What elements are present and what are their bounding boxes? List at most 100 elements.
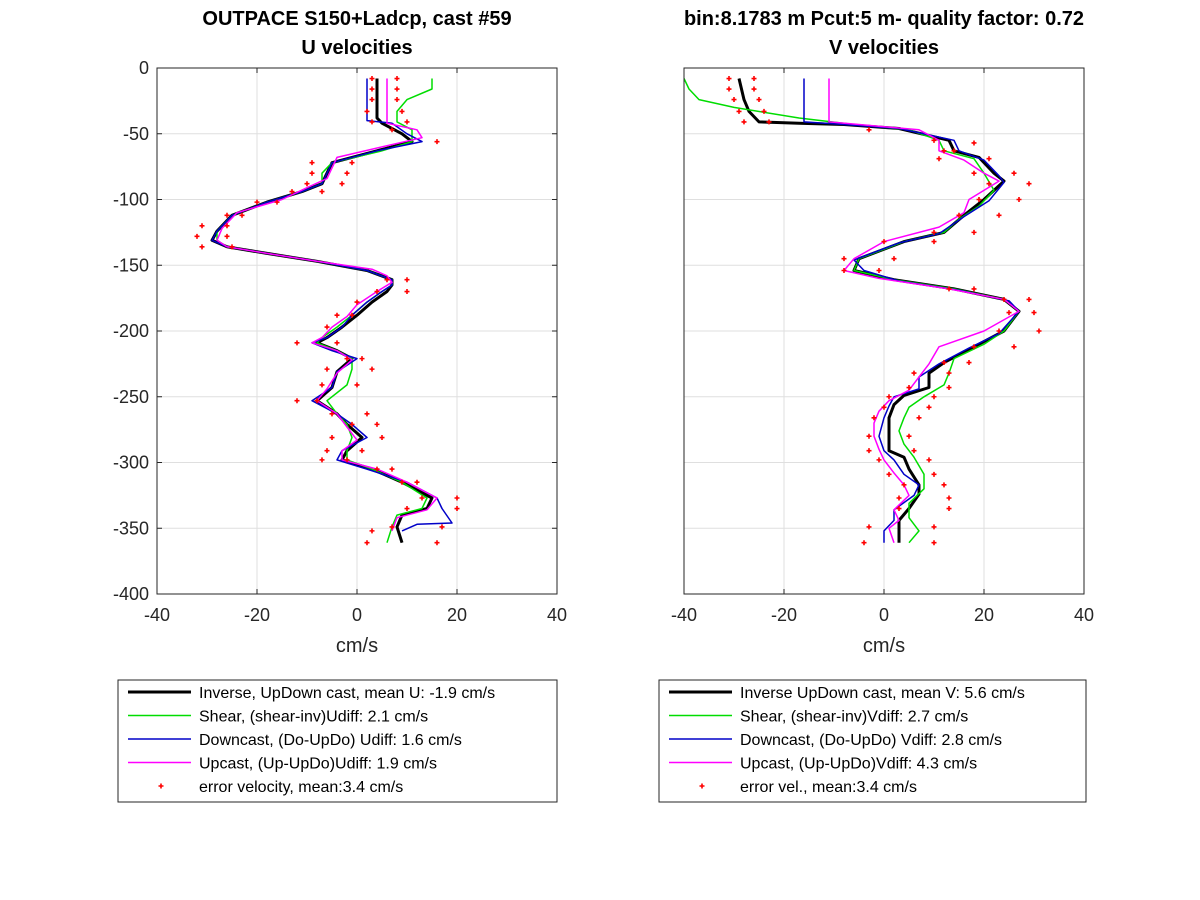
u-error-marker-61 bbox=[414, 479, 420, 485]
u-velocities-panel: OUTPACE S150+Ladcp, cast #59 U velocitie… bbox=[113, 8, 567, 803]
v-error-marker-8 bbox=[741, 119, 747, 125]
u-error-marker-33 bbox=[404, 289, 410, 295]
u-error-marker-68 bbox=[369, 528, 375, 534]
u-series-error-markers bbox=[194, 76, 460, 546]
v-error-marker-61 bbox=[886, 471, 892, 477]
u-xtick-label-2: 0 bbox=[352, 605, 362, 625]
u-ytick-label-2: -100 bbox=[113, 190, 149, 210]
u-ytick-label-7: -350 bbox=[113, 518, 149, 538]
u-legend-entry-3: Upcast, (Up-UpDo)Udiff: 1.9 cm/s bbox=[128, 756, 437, 773]
u-error-marker-51 bbox=[374, 421, 380, 427]
u-legend-label-2: Downcast, (Do-UpDo) Udiff: 1.6 cm/s bbox=[199, 732, 462, 749]
u-error-marker-67 bbox=[439, 524, 445, 530]
v-error-marker-62 bbox=[931, 471, 937, 477]
u-error-marker-1 bbox=[394, 76, 400, 82]
v-series-error-markers bbox=[726, 76, 1042, 546]
u-error-marker-59 bbox=[374, 466, 380, 472]
u-panel-x-axis-label: cm/s bbox=[336, 635, 378, 657]
v-error-marker-36 bbox=[1026, 296, 1032, 302]
u-error-marker-6 bbox=[364, 108, 370, 114]
v-error-marker-41 bbox=[971, 344, 977, 350]
v-error-marker-13 bbox=[941, 148, 947, 154]
u-error-marker-22 bbox=[224, 212, 230, 218]
u-series-line-3 bbox=[216, 78, 438, 532]
u-error-marker-21 bbox=[274, 199, 280, 205]
v-error-marker-6 bbox=[736, 108, 742, 114]
u-error-marker-60 bbox=[399, 479, 405, 485]
v-error-marker-22 bbox=[1016, 197, 1022, 202]
u-error-marker-42 bbox=[324, 366, 330, 372]
v-error-marker-35 bbox=[1001, 296, 1007, 302]
u-error-marker-35 bbox=[334, 312, 340, 318]
v-series-line-3 bbox=[828, 78, 1020, 543]
u-error-marker-65 bbox=[454, 506, 460, 512]
v-error-marker-30 bbox=[891, 256, 897, 262]
v-error-marker-43 bbox=[941, 360, 947, 366]
v-velocities-panel: bin:8.1783 m Pcut:5 m- quality factor: 0… bbox=[658, 8, 1094, 803]
v-error-marker-72 bbox=[931, 540, 937, 546]
u-error-marker-15 bbox=[344, 170, 350, 176]
v-error-marker-45 bbox=[911, 370, 917, 376]
v-error-marker-32 bbox=[876, 268, 882, 274]
u-panel-ticks: -40 -20 0 20 400-50-100-150-200-250-300-350-… bbox=[113, 58, 567, 625]
v-error-marker-55 bbox=[866, 433, 872, 439]
u-error-marker-49 bbox=[364, 411, 370, 417]
v-error-marker-66 bbox=[946, 495, 952, 501]
u-error-marker-50 bbox=[349, 421, 355, 427]
v-error-marker-12 bbox=[971, 140, 977, 146]
v-panel-x-axis-label: cm/s bbox=[863, 635, 905, 657]
u-panel-title-line-2: U velocities bbox=[301, 37, 412, 59]
v-error-marker-48 bbox=[946, 385, 952, 391]
v-error-marker-50 bbox=[931, 394, 937, 400]
v-legend-entry-0: Inverse UpDown cast, mean V: 5.6 cm/s bbox=[669, 685, 1025, 702]
v-error-marker-67 bbox=[896, 506, 902, 512]
u-legend-swatch-4 bbox=[158, 783, 164, 789]
u-error-marker-25 bbox=[224, 223, 230, 229]
u-error-marker-54 bbox=[324, 448, 330, 454]
v-error-marker-49 bbox=[886, 394, 892, 400]
v-error-marker-51 bbox=[881, 404, 887, 410]
u-error-marker-17 bbox=[339, 181, 345, 187]
v-error-marker-5 bbox=[756, 97, 762, 103]
v-xtick-label-0: -40 bbox=[671, 605, 697, 625]
v-error-marker-56 bbox=[906, 433, 912, 439]
v-error-marker-9 bbox=[766, 119, 772, 125]
v-legend-label-4: error vel., mean:3.4 cm/s bbox=[740, 779, 917, 796]
u-ytick-label-4: -200 bbox=[113, 321, 149, 341]
u-error-marker-62 bbox=[419, 495, 425, 501]
v-error-marker-3 bbox=[751, 86, 757, 92]
v-error-marker-34 bbox=[971, 286, 977, 292]
v-legend-label-0: Inverse UpDown cast, mean V: 5.6 cm/s bbox=[740, 685, 1025, 702]
u-error-marker-20 bbox=[254, 199, 260, 205]
u-error-marker-2 bbox=[369, 86, 375, 92]
u-error-marker-5 bbox=[394, 97, 400, 103]
u-error-marker-27 bbox=[224, 233, 230, 239]
v-error-marker-19 bbox=[986, 181, 992, 187]
u-legend-label-4: error velocity, mean:3.4 cm/s bbox=[199, 779, 403, 796]
u-error-marker-18 bbox=[289, 189, 295, 195]
v-panel-plot-area bbox=[684, 76, 1042, 546]
v-error-marker-31 bbox=[841, 268, 847, 274]
v-error-marker-10 bbox=[866, 127, 872, 133]
u-error-marker-3 bbox=[394, 86, 400, 92]
u-series-line-2 bbox=[211, 78, 453, 532]
v-error-marker-40 bbox=[1036, 328, 1042, 334]
u-error-marker-30 bbox=[384, 277, 390, 283]
v-error-marker-64 bbox=[941, 482, 947, 488]
v-error-marker-53 bbox=[871, 415, 877, 421]
u-error-marker-53 bbox=[379, 435, 385, 441]
v-xtick-label-3: 20 bbox=[974, 605, 994, 625]
v-error-marker-65 bbox=[896, 495, 902, 501]
u-legend-entry-0: Inverse, UpDown cast, mean U: -1.9 cm/s bbox=[128, 685, 495, 702]
u-ytick-label-1: -50 bbox=[123, 124, 149, 144]
v-legend-entry-1: Shear, (shear-inv)Vdiff: 2.7 cm/s bbox=[669, 709, 968, 726]
u-error-marker-55 bbox=[359, 448, 365, 454]
v-error-marker-18 bbox=[1011, 170, 1017, 176]
u-error-marker-66 bbox=[389, 524, 395, 530]
u-error-marker-10 bbox=[389, 127, 395, 133]
v-xtick-label-2: 0 bbox=[879, 605, 889, 625]
v-error-marker-15 bbox=[936, 156, 942, 162]
u-panel-plot-area bbox=[194, 76, 460, 546]
v-error-marker-23 bbox=[956, 212, 962, 218]
